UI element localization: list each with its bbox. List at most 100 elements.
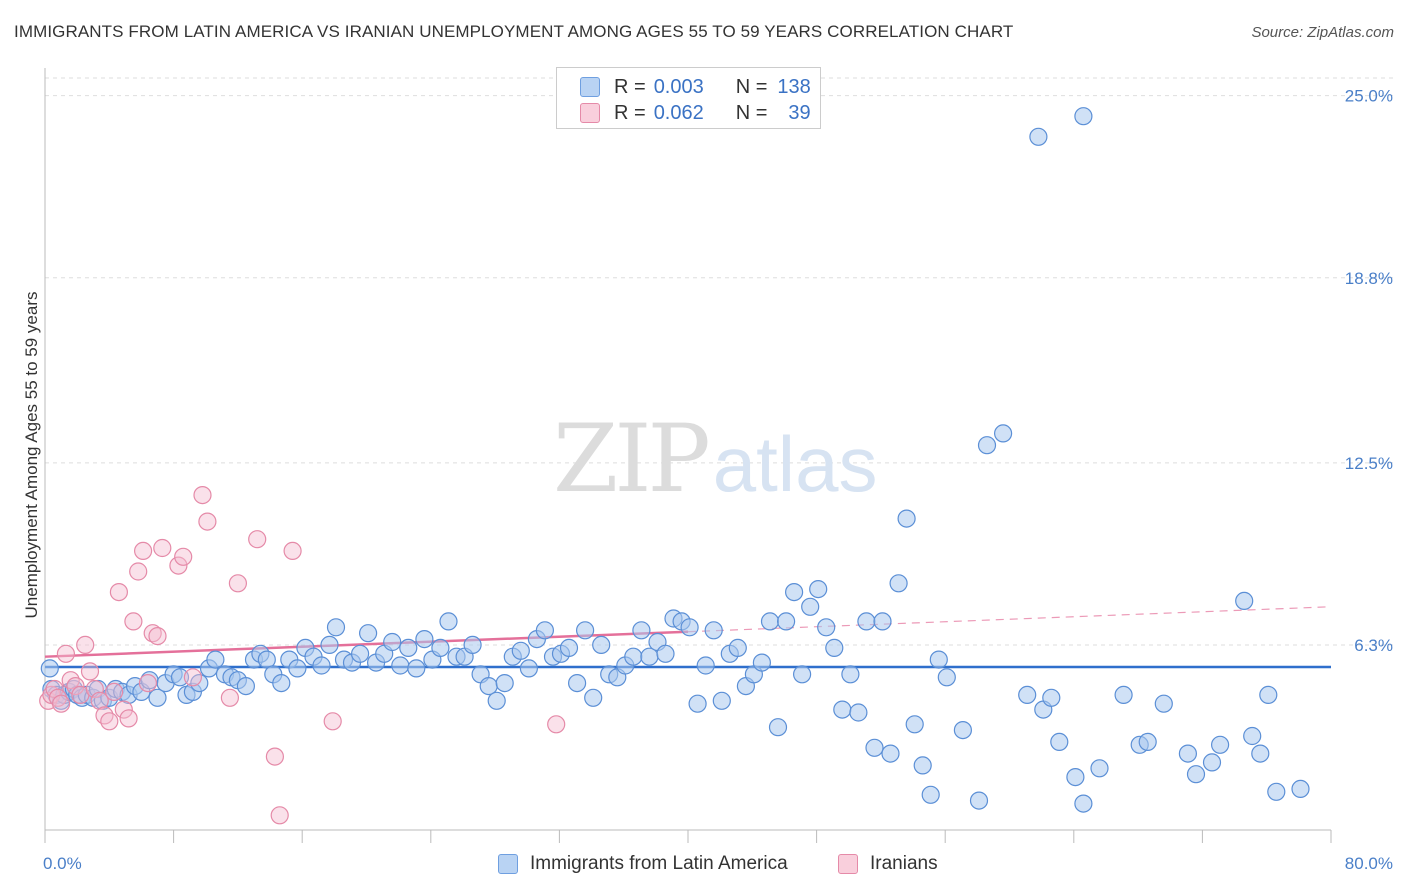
- data-point: [752, 653, 772, 672]
- data-point: [1251, 744, 1270, 763]
- y-tick-label: 6.3%: [1354, 636, 1393, 655]
- data-point: [228, 574, 247, 593]
- data-point: [1074, 794, 1093, 813]
- data-point: [119, 709, 138, 728]
- data-point: [511, 641, 530, 660]
- data-point: [1114, 685, 1133, 705]
- data-point: [929, 650, 948, 669]
- source-credit: Source: ZipAtlas.com: [1251, 24, 1394, 41]
- data-point: [1243, 726, 1262, 746]
- data-point: [801, 597, 820, 616]
- data-point: [236, 676, 255, 696]
- r-label: R =: [614, 101, 646, 124]
- series-latin-america-points: [40, 107, 1310, 813]
- trend-line-iranians-extrapolated: [687, 606, 1332, 633]
- legend-swatch-pink: [580, 103, 600, 123]
- legend-row-latin-america: R = 0.003 N = 138: [580, 75, 811, 99]
- data-point: [768, 718, 788, 737]
- data-point: [977, 436, 997, 455]
- n-label: N =: [735, 101, 768, 124]
- data-point: [124, 612, 143, 631]
- data-point: [1074, 107, 1093, 126]
- data-point: [153, 538, 172, 558]
- data-point: [351, 644, 370, 663]
- data-point: [712, 691, 731, 710]
- data-point: [889, 574, 908, 593]
- data-point: [1066, 767, 1085, 787]
- data-point: [40, 659, 59, 678]
- data-point: [760, 612, 780, 631]
- x-tick-labels: 0.0% 80.0%: [43, 854, 1393, 873]
- data-point: [1186, 765, 1206, 784]
- data-point: [696, 656, 715, 675]
- data-point: [90, 691, 109, 710]
- data-point: [143, 624, 162, 643]
- data-point: [993, 424, 1013, 443]
- chart-title: IMMIGRANTS FROM LATIN AMERICA VS IRANIAN…: [14, 22, 1014, 41]
- data-point: [248, 530, 267, 549]
- data-point: [873, 612, 892, 631]
- watermark-zip: ZIP: [553, 405, 711, 514]
- data-point: [439, 612, 458, 631]
- legend-item-latin-america: Immigrants from Latin America: [498, 851, 788, 877]
- legend-row-iranians: R = 0.062 N = 39: [580, 101, 811, 125]
- data-point: [841, 665, 860, 684]
- data-point: [584, 688, 603, 707]
- data-point: [1210, 735, 1230, 754]
- data-point: [272, 673, 291, 693]
- data-point: [535, 621, 555, 640]
- data-point: [56, 644, 76, 663]
- data-point: [1050, 732, 1069, 752]
- data-point: [1178, 744, 1198, 763]
- data-point: [1154, 694, 1173, 713]
- data-point: [1042, 688, 1061, 707]
- data-point: [792, 665, 812, 684]
- data-point: [193, 486, 212, 505]
- data-point: [66, 676, 85, 696]
- data-point: [220, 688, 239, 707]
- data-point: [134, 541, 153, 561]
- data-point: [265, 747, 284, 766]
- data-point: [129, 562, 148, 581]
- axes: [44, 68, 1332, 843]
- watermark-atlas: atlas: [712, 420, 878, 508]
- series-iranians-points: [39, 486, 566, 825]
- data-point: [1018, 685, 1037, 705]
- data-point: [320, 635, 339, 655]
- data-point: [100, 712, 119, 731]
- y-tick-label: 18.8%: [1345, 269, 1393, 288]
- data-point: [953, 720, 973, 740]
- data-point: [937, 668, 956, 687]
- data-point: [323, 712, 342, 731]
- data-point: [1138, 732, 1157, 752]
- data-point: [270, 806, 289, 825]
- data-point: [80, 662, 100, 681]
- data-point: [109, 582, 129, 602]
- data-point: [688, 694, 707, 713]
- data-point: [913, 756, 932, 775]
- data-point: [495, 673, 514, 693]
- data-point: [76, 635, 95, 655]
- data-point: [1291, 779, 1310, 799]
- data-point: [431, 638, 450, 658]
- data-point: [632, 621, 651, 640]
- legend-item-iranians: Iranians: [838, 851, 938, 877]
- legend-label: Iranians: [870, 853, 938, 874]
- legend-swatch-blue: [580, 77, 600, 97]
- data-point: [383, 632, 402, 652]
- data-point: [114, 700, 133, 719]
- r-value: 0.062: [653, 101, 704, 124]
- data-point: [359, 624, 378, 643]
- data-point: [1202, 753, 1222, 772]
- data-point: [415, 629, 434, 649]
- data-point: [391, 656, 410, 675]
- r-label: R =: [614, 75, 646, 98]
- data-point: [865, 738, 884, 757]
- legend-swatch-pink: [838, 854, 858, 874]
- data-point: [326, 618, 346, 637]
- data-point: [905, 715, 924, 734]
- zipatlas-watermark: ZIPatlas: [553, 405, 877, 514]
- x-tick-label: 80.0%: [1345, 854, 1393, 873]
- data-point: [463, 635, 482, 655]
- data-point: [592, 635, 611, 655]
